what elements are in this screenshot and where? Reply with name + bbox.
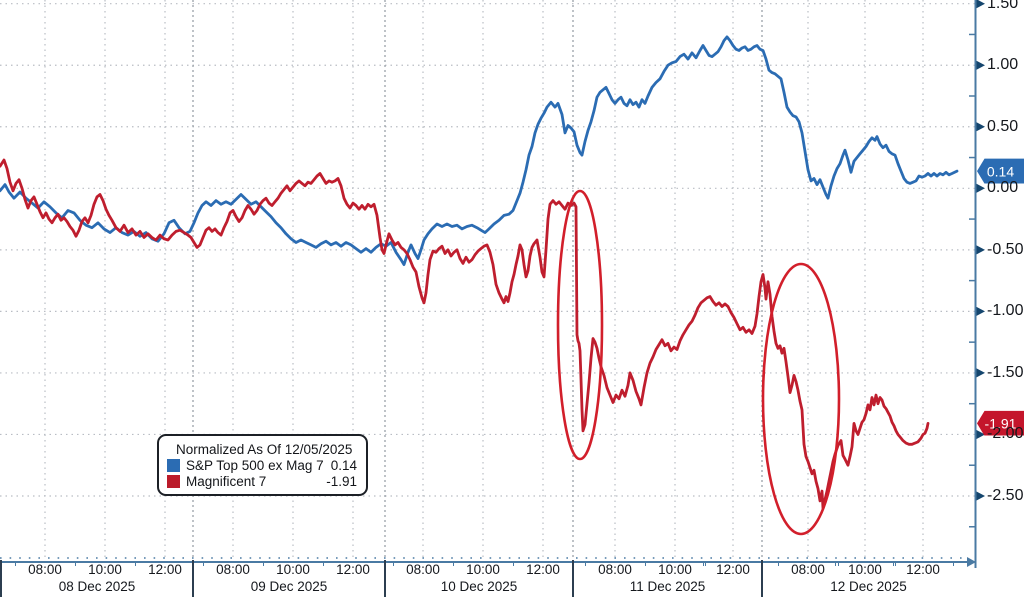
x-hour-tick xyxy=(15,561,16,566)
x-axis-time-label: 10:00 xyxy=(88,562,122,577)
legend-item-value: -1.91 xyxy=(326,474,357,489)
y-tick-arrow-icon xyxy=(976,306,985,316)
legend-item-magnificent7: Magnificent 7 -1.91 xyxy=(167,475,357,489)
x-hour-tick xyxy=(893,561,894,566)
y-axis-label: -2.50 xyxy=(987,487,1024,504)
day-separator xyxy=(761,560,763,597)
x-axis-time-label: 10:00 xyxy=(466,562,500,577)
x-axis-time-label: 08:00 xyxy=(28,562,62,577)
y-axis-label: 1.50 xyxy=(987,0,1019,12)
y-axis-label: -2.00 xyxy=(987,425,1024,443)
legend-item-value: 0.14 xyxy=(330,458,357,473)
x-hour-tick xyxy=(263,561,264,566)
day-separator xyxy=(572,560,574,597)
x-axis-time-label: 08:00 xyxy=(791,562,825,577)
y-axis-label: -0.50 xyxy=(987,240,1024,258)
chart-legend: Normalized As Of 12/05/2025 S&P Top 500 … xyxy=(157,434,368,496)
x-hour-tick xyxy=(75,561,76,566)
red-series-swatch-icon xyxy=(167,475,180,489)
x-hour-tick xyxy=(135,561,136,566)
x-axis-date-label: 08 Dec 2025 xyxy=(58,579,136,594)
y-tick-arrow-icon xyxy=(976,491,985,501)
x-hour-tick xyxy=(513,561,514,566)
x-hour-tick xyxy=(585,561,586,566)
x-axis-time-label: 08:00 xyxy=(598,562,632,577)
x-axis-date-label: 10 Dec 2025 xyxy=(440,579,518,594)
x-hour-tick xyxy=(203,561,204,566)
x-axis-time-label: 12:00 xyxy=(336,562,370,577)
y-axis-label: -1.00 xyxy=(987,302,1024,320)
x-axis-date-label: 12 Dec 2025 xyxy=(830,579,907,594)
x-hour-tick xyxy=(835,561,836,566)
x-hour-tick xyxy=(645,561,646,566)
highlight-ellipse-annotation xyxy=(761,262,841,536)
x-hour-tick xyxy=(453,561,454,566)
x-axis-time-label: 12:00 xyxy=(148,562,182,577)
highlight-ellipse-annotation xyxy=(556,189,604,461)
x-hour-tick xyxy=(778,561,779,566)
x-axis-arrow-icon xyxy=(967,557,976,567)
x-axis-time-label: 08:00 xyxy=(216,562,250,577)
x-axis-date-label: 09 Dec 2025 xyxy=(250,579,328,594)
y-axis-label: 1.00 xyxy=(987,56,1019,74)
x-axis-time-label: 10:00 xyxy=(848,562,882,577)
x-hour-tick xyxy=(705,561,706,566)
day-separator xyxy=(192,560,194,597)
legend-item-label: S&P Top 500 ex Mag 7 xyxy=(186,458,324,473)
x-hour-tick xyxy=(323,561,324,566)
x-axis-time-label: 12:00 xyxy=(906,562,940,577)
x-axis-time-label: 12:00 xyxy=(716,562,750,577)
x-axis-time-label: 08:00 xyxy=(406,562,440,577)
blue-series-swatch-icon xyxy=(167,459,180,473)
x-hour-tick xyxy=(895,561,896,566)
y-tick-arrow-icon xyxy=(976,368,985,378)
x-hour-tick xyxy=(393,561,394,566)
y-axis-label: -1.50 xyxy=(987,363,1024,381)
y-tick-arrow-icon xyxy=(976,429,985,439)
x-hour-tick xyxy=(703,561,704,566)
x-hour-tick xyxy=(838,561,839,566)
legend-title: Normalized As Of 12/05/2025 xyxy=(176,441,353,457)
legend-item-label: Magnificent 7 xyxy=(186,474,267,489)
day-separator xyxy=(0,560,2,597)
y-tick-arrow-icon xyxy=(976,245,985,255)
y-axis-label: 0.50 xyxy=(987,117,1019,135)
sp500-ex-mag7-line xyxy=(0,35,959,267)
y-tick-arrow-icon xyxy=(976,183,985,193)
x-hour-tick xyxy=(953,561,954,566)
legend-item-sp500-ex-mag7: S&P Top 500 ex Mag 7 0.14 xyxy=(167,459,357,473)
y-tick-arrow-icon xyxy=(976,122,985,132)
x-axis-date-label: 11 Dec 2025 xyxy=(629,579,706,594)
last-value-badge-blue: 0.14 xyxy=(977,158,1024,184)
x-axis-time-label: 10:00 xyxy=(658,562,692,577)
y-axis-label: 0.00 xyxy=(987,179,1019,197)
day-separator xyxy=(384,560,386,597)
x-axis-time-label: 12:00 xyxy=(526,562,560,577)
y-tick-arrow-icon xyxy=(976,0,985,9)
last-value-badge-red: -1.91 xyxy=(977,410,1024,436)
magnificent7-line xyxy=(0,158,930,510)
x-axis-time-label: 10:00 xyxy=(276,562,310,577)
y-tick-arrow-icon xyxy=(976,60,985,70)
